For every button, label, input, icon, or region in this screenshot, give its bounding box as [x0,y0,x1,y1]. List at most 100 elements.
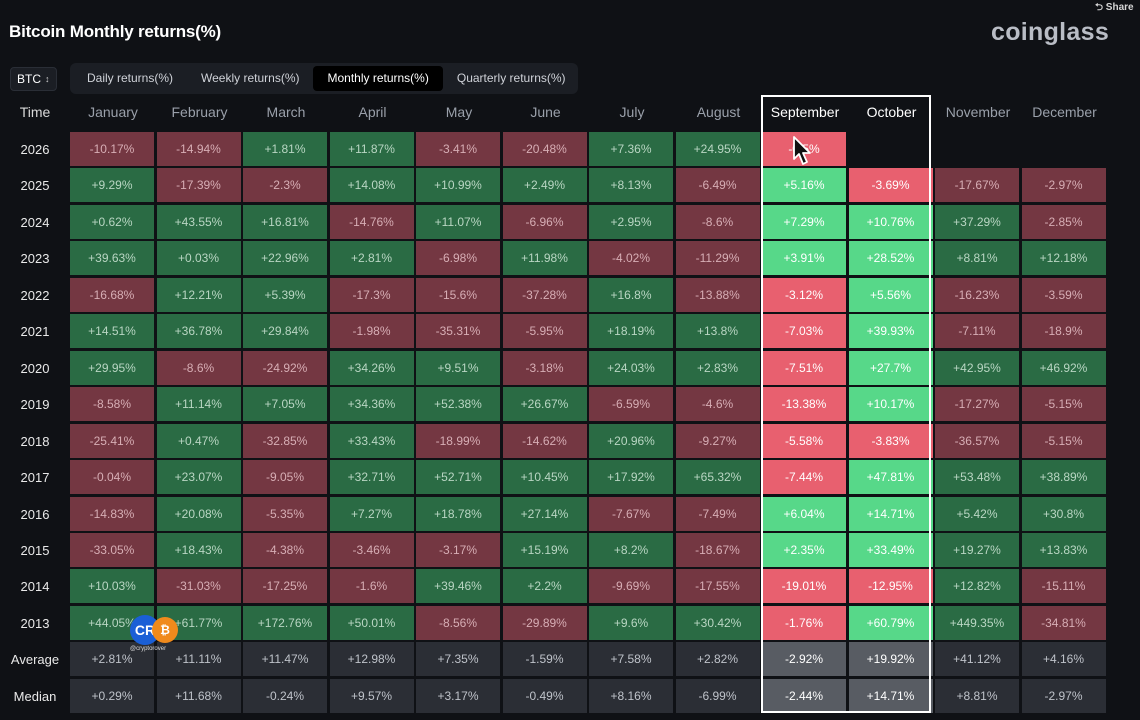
column-header-july[interactable]: July [619,104,645,120]
bitcoin-icon: ₿ [152,617,178,643]
return-cell: -29.89% [502,605,587,640]
tab-daily-returns[interactable]: Daily returns(%) [87,71,174,85]
return-cell: -18.9% [1021,314,1106,349]
return-cell: +30.8% [1021,496,1106,531]
column-header-september[interactable]: September [770,104,840,120]
return-cell: +172.76% [243,605,327,640]
return-cell: -6.96% [502,204,587,239]
return-cell: -8.6% [675,204,760,239]
tab-quarterly-returns[interactable]: Quarterly returns(%) [456,71,566,85]
return-cell: +11.87% [329,132,414,166]
coin-select[interactable]: BTC ↕ [10,67,57,91]
return-cell: +30.42% [675,605,760,640]
column-header-august[interactable]: August [696,104,741,120]
share-icon: ⮌ [1095,2,1104,13]
return-cell: +11.07% [416,204,500,239]
summary-cell: -0.24% [243,678,327,713]
return-cell: -15.11% [1021,569,1106,604]
column-header-april[interactable]: April [358,104,387,120]
return-cell: -3.59% [1021,277,1106,312]
return-cell: -7.44% [762,460,846,495]
return-cell: +2.2% [502,569,587,604]
chevron-updown-icon: ↕ [45,74,50,84]
return-cell: +34.26% [329,350,414,385]
return-cell: +18.78% [416,496,500,531]
return-cell: -4.6% [675,387,760,422]
summary-cell: +7.58% [589,642,673,677]
return-cell: -13.38% [762,387,846,422]
return-cell: -18.67% [675,532,760,567]
return-cell: -6.98% [416,241,500,276]
return-cell: +13.83% [1021,532,1106,567]
tab-monthly-returns[interactable]: Monthly returns(%) [313,66,443,91]
column-header-february[interactable]: February [171,104,228,120]
return-cell: +12.82% [935,569,1019,604]
return-cell: +11.14% [156,387,241,422]
column-header-may[interactable]: May [445,104,473,120]
return-cell: +20.96% [589,423,673,458]
return-cell: +29.84% [243,314,327,349]
year-label: 2014 [20,579,50,595]
return-cell: +27.14% [502,496,587,531]
tab-weekly-returns[interactable]: Weekly returns(%) [201,71,300,85]
return-cell: +27.7% [848,350,933,385]
summary-cell: +8.81% [935,678,1019,713]
return-cell: -0.04% [70,460,154,495]
return-cell: -7.51% [762,350,846,385]
return-cell: -4.02% [589,241,673,276]
return-cell: -6.49% [675,168,760,203]
column-header-december[interactable]: December [1032,104,1097,120]
return-cell: +18.19% [589,314,673,349]
return-cell: -9.69% [589,569,673,604]
year-label: 2019 [20,397,50,413]
return-cell: +10.17% [848,387,933,422]
return-cell: -4.38% [243,532,327,567]
return-cell: -5.15% [1021,387,1106,422]
return-cell: -20.48% [502,132,587,166]
column-header-november[interactable]: November [945,104,1011,120]
return-cell: -14.76% [329,204,414,239]
return-cell: +16.8% [589,277,673,312]
return-cell: +16.81% [243,204,327,239]
return-cell: -9.05% [243,460,327,495]
column-header-march[interactable]: March [266,104,306,120]
return-cell: +36.78% [156,314,241,349]
return-cell: -2.97% [1021,168,1106,203]
return-cell: +20.08% [156,496,241,531]
return-cell: -8.56% [416,605,500,640]
return-cell: -3.12% [762,277,846,312]
return-cell: -2.85% [1021,204,1106,239]
return-cell: +2.81% [329,241,414,276]
return-cell: -31.03% [156,569,241,604]
column-header-october[interactable]: October [866,104,917,120]
return-cell: +29.95% [70,350,154,385]
return-cell: -6.59% [589,387,673,422]
return-cell: -3.69% [848,168,933,203]
return-cell: +7.27% [329,496,414,531]
return-cell: +34.36% [329,387,414,422]
year-label: 2018 [20,433,50,449]
summary-cell: +9.57% [329,678,414,713]
summary-row-label: Median [13,688,57,704]
return-cell: +7.36% [589,132,673,166]
return-cell: -3.83% [848,423,933,458]
return-cell: +19.27% [935,532,1019,567]
return-cell: +13.8% [675,314,760,349]
return-cell: +39.46% [416,569,500,604]
year-label: 2022 [20,287,50,303]
return-cell: -14.62% [502,423,587,458]
column-header-june[interactable]: June [530,104,561,120]
returns-tabs: Daily returns(%) Weekly returns(%) Month… [70,63,578,94]
return-cell: +33.43% [329,423,414,458]
return-cell: +10.45% [502,460,587,495]
column-header-january[interactable]: January [88,104,138,120]
watermark-handle: @cryptorover [130,646,167,652]
year-label: 2024 [20,214,50,230]
return-cell: +24.95% [675,132,760,166]
return-cell: +14.51% [70,314,154,349]
return-cell: +5.39% [243,277,327,312]
return-cell: -14.94% [156,132,241,166]
share-button[interactable]: ⮌ Share [1095,0,1134,17]
return-cell: +53.48% [935,460,1019,495]
return-cell: +0.62% [70,204,154,239]
